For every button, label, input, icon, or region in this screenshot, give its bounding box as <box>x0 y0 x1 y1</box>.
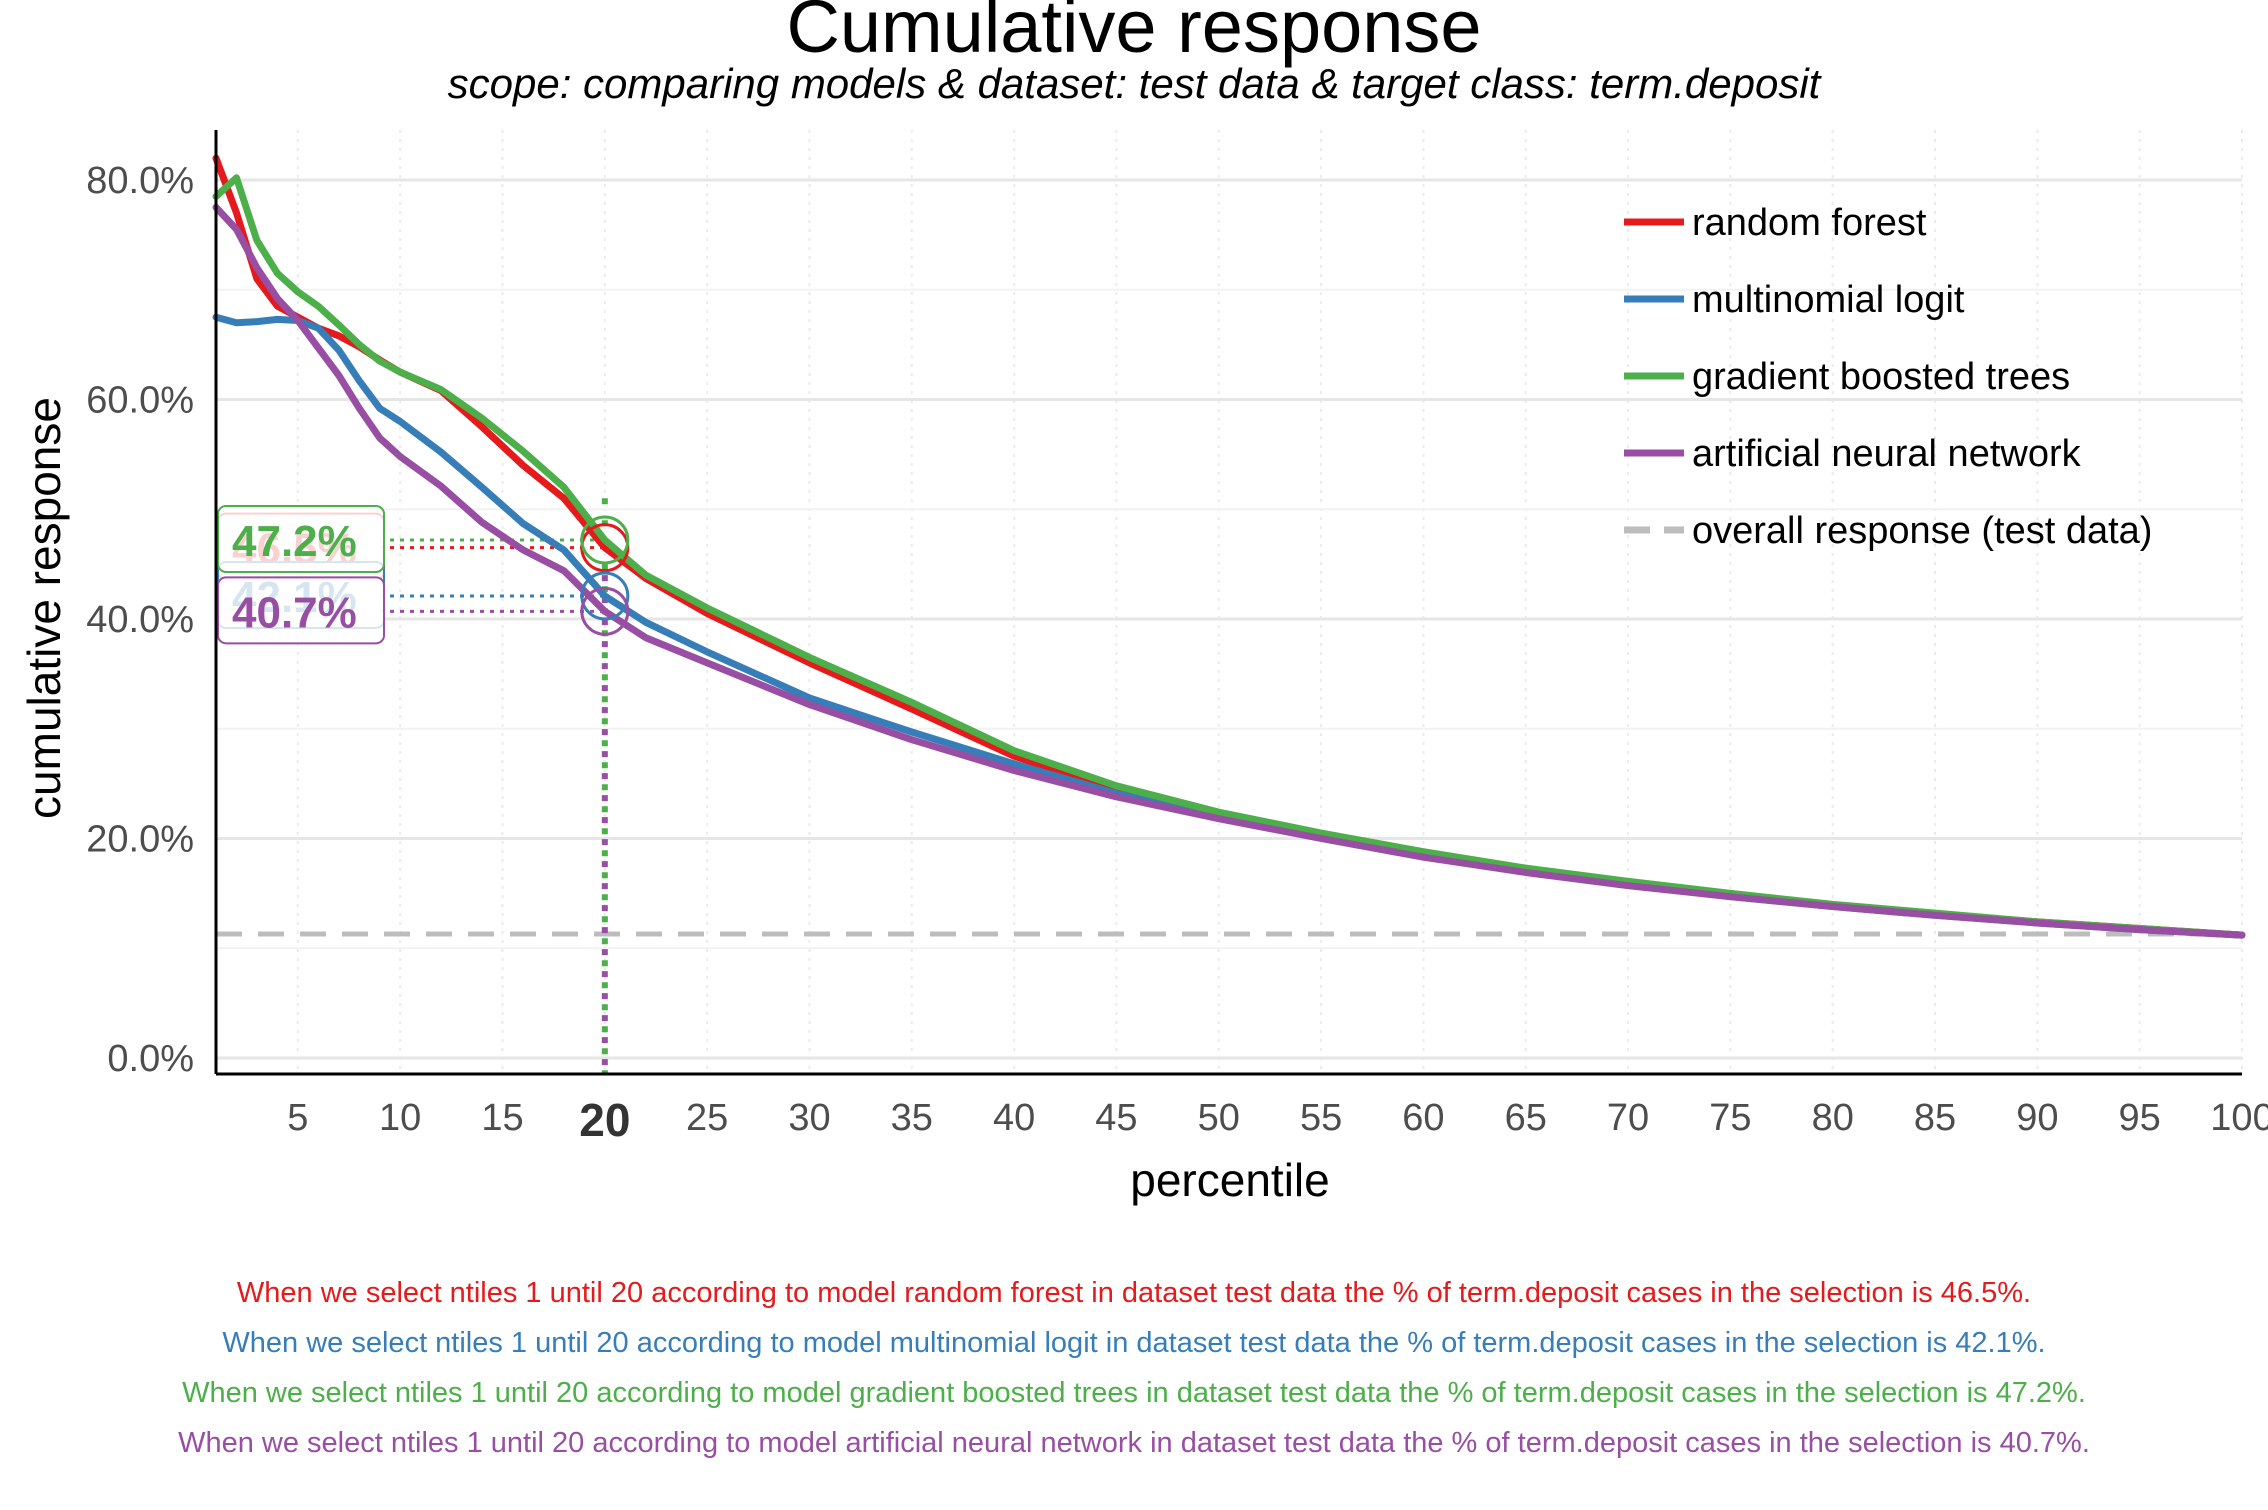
y-axis-title: cumulative response <box>18 397 70 819</box>
x-tick-label-100: 100 <box>2210 1097 2268 1139</box>
series-line-multinomial-logit <box>212 313 2246 939</box>
footer-line-multinomial-logit: When we select ntiles 1 until 20 accordi… <box>222 1327 2046 1359</box>
footer-line-random-forest: When we select ntiles 1 until 20 accordi… <box>236 1277 2032 1309</box>
legend-item-random-forest: random forest <box>1624 202 1927 244</box>
chart-subtitle: scope: comparing models & dataset: test … <box>448 60 1823 107</box>
footer-line-gradient-boosted-trees: When we select ntiles 1 until 20 accordi… <box>182 1377 2086 1409</box>
footer-line-artificial-neural-network: When we select ntiles 1 until 20 accordi… <box>178 1427 2090 1459</box>
x-tick-label-90: 90 <box>2016 1097 2058 1139</box>
x-axis-title: percentile <box>1130 1154 1329 1206</box>
value-label-box <box>217 504 385 573</box>
x-tick-label-10: 10 <box>379 1097 421 1139</box>
legend-label: gradient boosted trees <box>1692 356 2070 398</box>
x-tick-label-60: 60 <box>1402 1097 1444 1139</box>
value-label-gradient-boosted-trees: 47.2% <box>217 504 385 573</box>
legend-label: multinomial logit <box>1692 279 1965 321</box>
x-tick-label-70: 70 <box>1607 1097 1649 1139</box>
y-tick-label-60-0-: 60.0% <box>86 380 194 422</box>
value-label-artificial-neural-network: 40.7% <box>217 576 385 645</box>
highlight-guides <box>380 498 608 1074</box>
value-label-box <box>217 576 385 645</box>
x-tick-label-20: 20 <box>579 1094 630 1146</box>
x-tick-label-35: 35 <box>891 1097 933 1139</box>
y-tick-label-80-0-: 80.0% <box>86 160 194 202</box>
legend: random forest multinomial logit gradient b… <box>1624 202 2152 552</box>
axes <box>214 130 2242 1076</box>
highlight-marker-artificial-neural-network <box>580 586 630 636</box>
grid <box>216 130 2243 1074</box>
legend-item-gradient-boosted-trees: gradient boosted trees <box>1624 356 2070 398</box>
x-tick-label-95: 95 <box>2119 1097 2161 1139</box>
x-tick-label-15: 15 <box>481 1097 523 1139</box>
value-label-text: 40.7% <box>232 588 357 637</box>
legend-label: random forest <box>1692 202 1927 244</box>
x-tick-label-50: 50 <box>1198 1097 1240 1139</box>
chart-title: Cumulative response <box>786 0 1481 68</box>
series-line-artificial-neural-network <box>212 203 2246 939</box>
x-tick-label-85: 85 <box>1914 1097 1956 1139</box>
legend-label: overall response (test data) <box>1692 510 2152 552</box>
legend-item-multinomial-logit: multinomial logit <box>1624 279 1965 321</box>
x-tick-label-40: 40 <box>993 1097 1035 1139</box>
x-tick-label-30: 30 <box>788 1097 830 1139</box>
value-labels: 46.5%42.1%47.2%40.7% <box>217 504 385 645</box>
value-label-text: 47.2% <box>232 517 357 566</box>
highlight-marker-multinomial-logit <box>580 571 630 621</box>
y-tick-label-40-0-: 40.0% <box>86 599 194 641</box>
x-tick-label-80: 80 <box>1812 1097 1854 1139</box>
x-tick-label-25: 25 <box>686 1097 728 1139</box>
highlight-marker-gradient-boosted-trees <box>580 515 630 565</box>
legend-item-artificial-neural-network: artificial neural network <box>1624 433 2082 475</box>
tick-labels: 5 10 15 20 25 30 35 40 45 50 55 60 65 70 75 80 85 90 95 100… <box>86 160 2268 1146</box>
cumulative-response-chart: Cumulative response scope: comparing mod… <box>18 0 2268 1206</box>
highlight-markers <box>580 515 630 636</box>
x-tick-label-65: 65 <box>1505 1097 1547 1139</box>
x-tick-label-55: 55 <box>1300 1097 1342 1139</box>
x-tick-label-5: 5 <box>287 1097 308 1139</box>
x-tick-label-75: 75 <box>1709 1097 1751 1139</box>
y-tick-label-20-0-: 20.0% <box>86 819 194 861</box>
legend-label: artificial neural network <box>1692 433 2082 475</box>
series-layer <box>212 154 2246 939</box>
y-tick-label-0-0-: 0.0% <box>107 1038 194 1080</box>
x-tick-label-45: 45 <box>1095 1097 1137 1139</box>
legend-item-overall-response-test-data-: overall response (test data) <box>1624 510 2152 552</box>
